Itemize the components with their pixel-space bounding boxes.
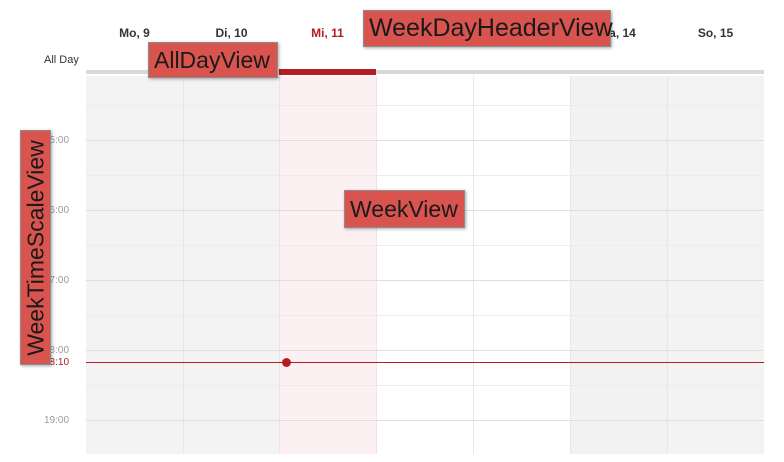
day-header-mon[interactable]: Mo, 9 <box>119 26 150 40</box>
day-column-wed-today[interactable] <box>279 76 376 454</box>
half-hour-line <box>86 315 764 316</box>
annotation-week-day-header-view: WeekDayHeaderView <box>363 10 613 47</box>
annotation-all-day-view: AllDayView <box>148 42 278 78</box>
current-time-label: 18:10 <box>44 357 70 368</box>
current-time-dot <box>282 358 291 367</box>
column-separator <box>183 76 184 454</box>
day-column-tue[interactable] <box>183 76 280 454</box>
day-header-wed-today[interactable]: Mi, 11 <box>311 26 344 40</box>
day-column-thu[interactable] <box>376 76 473 454</box>
column-separator <box>570 76 571 454</box>
hour-line <box>86 280 764 281</box>
column-separator <box>279 76 280 454</box>
half-hour-line <box>86 245 764 246</box>
day-column-sun[interactable] <box>667 76 764 454</box>
all-day-label: All Day <box>44 54 79 66</box>
column-separator <box>376 76 377 454</box>
column-separator <box>667 76 668 454</box>
day-column-fri[interactable] <box>473 76 570 454</box>
time-label: 16:00 <box>44 205 70 216</box>
all-day-today-marker <box>279 69 376 75</box>
annotation-week-time-scale-view-label: WeekTimeScaleView <box>22 139 48 356</box>
column-separator <box>473 76 474 454</box>
hour-line <box>86 420 764 421</box>
annotation-week-time-scale-view: WeekTimeScaleView <box>20 130 51 365</box>
current-time-line <box>86 362 764 363</box>
time-label: 18:00 <box>44 345 70 356</box>
half-hour-line <box>86 385 764 386</box>
hour-line <box>86 350 764 351</box>
day-column-mon[interactable] <box>86 76 183 454</box>
day-header-sun[interactable]: So, 15 <box>697 26 734 40</box>
time-label: 19:00 <box>44 415 70 426</box>
day-column-sat[interactable] <box>570 76 667 454</box>
all-day-row[interactable] <box>86 70 764 74</box>
day-header-tue[interactable]: Di, 10 <box>215 26 248 40</box>
annotation-week-view: WeekView <box>344 190 465 228</box>
half-hour-line <box>86 105 764 106</box>
time-label: 17:00 <box>44 275 70 286</box>
hour-line <box>86 140 764 141</box>
half-hour-line <box>86 175 764 176</box>
time-label: 15:00 <box>44 135 70 146</box>
